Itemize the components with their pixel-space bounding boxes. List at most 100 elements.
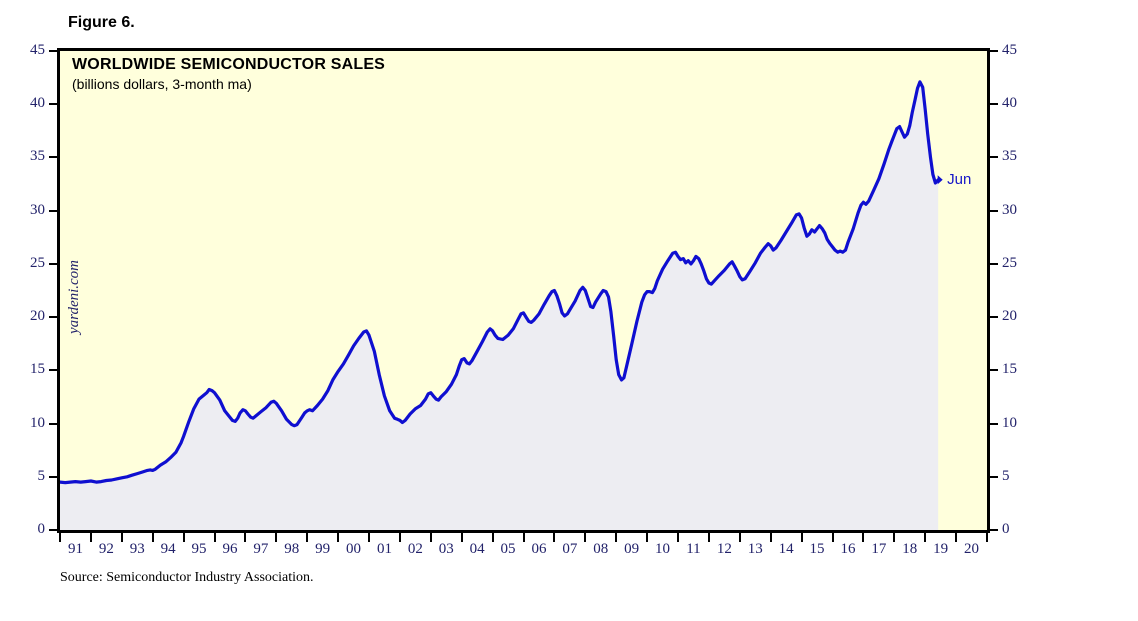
x-axis-tick <box>707 533 710 542</box>
y-axis-tick-left <box>49 50 57 52</box>
x-axis-label: 03 <box>438 541 454 557</box>
x-axis-tick <box>244 533 247 542</box>
x-axis-tick <box>182 533 185 542</box>
x-axis-label: 05 <box>500 541 516 557</box>
y-axis-label-left: 5 <box>37 467 46 484</box>
sales-area-chart <box>58 80 943 531</box>
y-axis-label-right: 20 <box>1002 308 1017 325</box>
x-axis-label: 95 <box>191 541 207 557</box>
watermark-yardeni: yardeni.com <box>66 259 82 334</box>
last-point-annotation: Jun <box>947 170 972 188</box>
x-axis-tick <box>553 533 556 542</box>
x-axis-label: 00 <box>346 541 362 557</box>
x-axis-label: 15 <box>809 541 825 557</box>
x-axis-tick <box>924 533 927 542</box>
y-axis-label-left: 15 <box>30 361 45 378</box>
y-axis-tick-left <box>49 156 57 159</box>
x-axis-label: 07 <box>562 541 578 557</box>
x-axis-tick <box>862 533 865 542</box>
x-axis-label: 16 <box>840 541 856 557</box>
y-axis-tick-left <box>49 262 57 265</box>
y-axis-tick-left <box>49 103 57 106</box>
y-axis-label-left: 20 <box>30 308 45 325</box>
x-axis-tick <box>491 533 494 542</box>
x-axis-tick <box>460 533 463 542</box>
y-axis-tick-right <box>990 316 998 319</box>
x-axis-label: 19 <box>933 541 949 557</box>
x-axis-tick <box>738 533 741 542</box>
x-axis-label: 02 <box>407 541 423 557</box>
y-axis-label-right: 15 <box>1002 361 1017 378</box>
y-axis-label-right: 30 <box>1002 201 1017 218</box>
x-axis-tick <box>769 533 772 542</box>
source-note: Source: Semiconductor Industry Associati… <box>60 570 314 585</box>
chart-title: WORLDWIDE SEMICONDUCTOR SALES <box>72 56 386 73</box>
x-axis-tick <box>59 533 61 542</box>
x-axis-tick <box>893 533 896 542</box>
y-axis-label-right: 35 <box>1002 148 1017 165</box>
x-axis-tick <box>337 533 340 542</box>
y-axis-label-left: 35 <box>30 148 45 165</box>
x-axis-tick <box>306 533 309 542</box>
y-axis-tick-right <box>990 156 998 159</box>
x-axis-tick <box>800 533 803 542</box>
x-axis-label: 06 <box>531 541 547 557</box>
y-axis-tick-right <box>990 369 998 372</box>
plot-canvas: WORLDWIDE SEMICONDUCTOR SALES (billions … <box>58 51 987 531</box>
y-axis-tick-left <box>49 529 57 531</box>
y-axis-tick-right <box>990 422 998 425</box>
x-axis-tick <box>398 533 401 542</box>
y-axis-tick-left <box>49 209 57 212</box>
x-axis-tick <box>986 533 988 542</box>
x-axis-label: 12 <box>716 541 732 557</box>
x-axis-tick <box>120 533 123 542</box>
x-axis-label: 08 <box>593 541 609 557</box>
y-axis-label-right: 45 <box>1002 42 1017 58</box>
x-axis-label: 11 <box>686 541 701 557</box>
x-axis-label: 01 <box>376 541 392 557</box>
x-axis-label: 96 <box>222 541 238 557</box>
y-axis-label-right: 25 <box>1002 254 1017 271</box>
x-axis-tick <box>522 533 525 542</box>
plot-area: WORLDWIDE SEMICONDUCTOR SALES (billions … <box>57 48 990 533</box>
x-axis-tick <box>89 533 92 542</box>
y-axis-label-left: 0 <box>37 521 46 537</box>
x-axis-label: 92 <box>98 541 114 557</box>
area-fill <box>60 81 939 531</box>
x-axis-label: 20 <box>964 541 980 557</box>
y-axis-label-left: 10 <box>30 414 45 431</box>
x-axis-label: 93 <box>129 541 145 557</box>
x-axis-label: 98 <box>284 541 300 557</box>
y-axis-tick-left <box>49 422 57 425</box>
x-axis-label: 17 <box>871 541 887 557</box>
y-axis-label-right: 40 <box>1002 95 1017 112</box>
x-axis-tick <box>151 533 154 542</box>
figure-label: Figure 6. <box>68 14 135 31</box>
y-axis-label-left: 30 <box>30 201 45 218</box>
x-axis-label: 10 <box>655 541 671 557</box>
x-axis-tick <box>615 533 618 542</box>
x-axis-tick <box>677 533 679 542</box>
x-axis-tick <box>429 533 432 542</box>
line-end-marker <box>937 175 943 185</box>
y-axis-label-right: 0 <box>1002 521 1010 537</box>
y-axis-label-right: 5 <box>1002 467 1010 484</box>
y-axis-tick-right <box>990 209 998 212</box>
y-axis-tick-right <box>990 50 998 52</box>
x-axis-tick <box>213 533 216 542</box>
y-axis-label-right: 10 <box>1002 414 1017 431</box>
y-axis-label-left: 40 <box>30 95 45 112</box>
y-axis-tick-right <box>990 103 998 106</box>
x-axis-tick <box>368 533 370 542</box>
x-axis-tick <box>955 533 958 542</box>
x-axis-label: 14 <box>778 541 794 557</box>
y-axis-tick-left <box>49 475 57 478</box>
y-axis-tick-right <box>990 475 998 478</box>
x-axis-label: 94 <box>160 541 176 557</box>
x-axis-label: 99 <box>315 541 331 557</box>
y-axis-tick-right <box>990 262 998 265</box>
x-axis-tick <box>831 533 834 542</box>
y-axis-label-left: 25 <box>30 254 45 271</box>
y-axis-tick-right <box>990 529 998 531</box>
x-axis-tick <box>584 533 587 542</box>
